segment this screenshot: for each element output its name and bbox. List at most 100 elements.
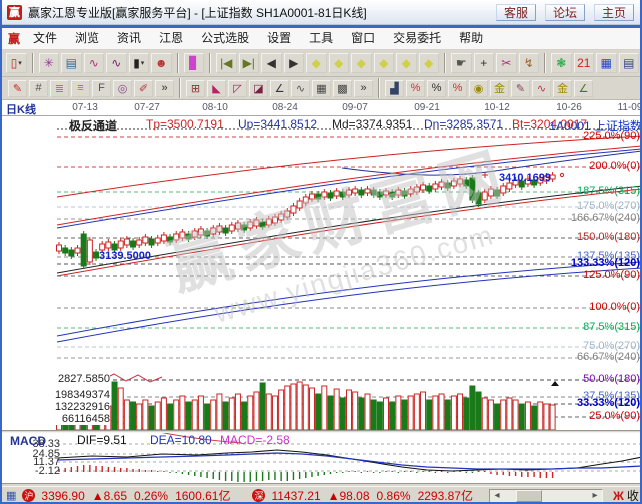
expand-both-icon[interactable]: ◆ bbox=[351, 53, 372, 73]
high-price-label: 3410.1699 bbox=[499, 172, 551, 184]
more-tools1-icon[interactable]: » bbox=[155, 79, 174, 97]
next-bar-icon[interactable]: ▶ bbox=[283, 53, 304, 73]
date-label: 09-21 bbox=[414, 102, 440, 113]
price-scale-label: 2827.5850 bbox=[10, 373, 110, 385]
percent-icon[interactable]: % bbox=[427, 79, 446, 97]
volume-scale-label: 198349374 bbox=[10, 389, 110, 401]
titlebar-button[interactable]: 论坛 bbox=[545, 3, 585, 21]
macd-pane-label: MACD bbox=[10, 434, 46, 448]
draw-pen-icon[interactable]: ✎ bbox=[8, 79, 27, 97]
gann-level-label: 200.0%(0) bbox=[589, 160, 640, 172]
gold-grid-icon[interactable]: ≣ bbox=[50, 79, 69, 97]
menu-item[interactable]: 工具 bbox=[309, 31, 334, 45]
gann-level-label: 33.33%(120) bbox=[577, 397, 640, 409]
menu-item[interactable]: 公式选股 bbox=[201, 31, 250, 45]
gann-level-label: 37.5%(135) bbox=[583, 390, 640, 402]
crosshair-icon[interactable]: + bbox=[473, 53, 494, 73]
spiral-icon[interactable]: ◎ bbox=[113, 79, 132, 97]
shrink-horiz-icon[interactable]: ◆ bbox=[306, 53, 327, 73]
titlebar-button[interactable]: 主页 bbox=[594, 3, 634, 21]
menu-logo-icon: 赢 bbox=[8, 32, 21, 46]
menu-item[interactable]: 文件 bbox=[33, 31, 58, 45]
gold-window-icon[interactable]: 金 bbox=[553, 79, 572, 97]
gold-circle-icon[interactable]: ◉ bbox=[469, 79, 488, 97]
gann-level-label: 187.5%(315) bbox=[577, 185, 640, 197]
macd-scale-label: 38.33 bbox=[32, 438, 60, 450]
volume-scale-label: 132232916 bbox=[10, 401, 110, 413]
horizontal-scrollbar[interactable]: ◂ ▸ bbox=[488, 488, 603, 502]
color-kline-icon[interactable]: ▊ bbox=[183, 53, 204, 73]
more-tools2-icon[interactable]: » bbox=[354, 79, 373, 97]
minute3-chart-icon[interactable]: ∿ bbox=[83, 53, 104, 73]
menu-item[interactable]: 窗口 bbox=[351, 31, 376, 45]
first-bar-icon[interactable]: |◀ bbox=[216, 53, 237, 73]
shrink-both-icon[interactable]: ◆ bbox=[373, 53, 394, 73]
gann-fan-icon[interactable]: ◣ bbox=[207, 79, 226, 97]
low-price-label: 3139.5000 bbox=[99, 250, 151, 262]
grid-box2-icon[interactable]: ▩ bbox=[333, 79, 352, 97]
analyst-icon[interactable]: ☻ bbox=[151, 53, 172, 73]
gann-level-label: 133.33%(120) bbox=[570, 257, 640, 269]
gann-level-label: 87.5%(315) bbox=[583, 321, 640, 333]
menu-item[interactable]: 资讯 bbox=[117, 31, 142, 45]
wave-tool-icon[interactable]: ∿ bbox=[291, 79, 310, 97]
angle-j-icon[interactable]: ∠ bbox=[574, 79, 593, 97]
minute9-chart-icon[interactable]: ∿ bbox=[106, 53, 127, 73]
gann-box-icon[interactable]: ⊞ bbox=[186, 79, 205, 97]
select-tool-icon[interactable]: ✂ bbox=[496, 53, 517, 73]
menu-item[interactable]: 江恩 bbox=[159, 31, 184, 45]
pane-divider-bottom bbox=[2, 483, 640, 486]
percent-lines-icon[interactable]: % bbox=[448, 79, 467, 97]
last-bar-icon[interactable]: ▶| bbox=[238, 53, 259, 73]
brain-icon[interactable]: ❃ bbox=[551, 53, 572, 73]
date-label: 10-26 bbox=[556, 102, 582, 113]
brush2-icon[interactable]: ✎ bbox=[511, 79, 530, 97]
dropdown-caret-icon: ▾ bbox=[140, 60, 145, 67]
titlebar-button[interactable]: 客服 bbox=[496, 3, 536, 21]
prev-bar-icon[interactable]: ◀ bbox=[261, 53, 282, 73]
dropdown-caret-icon: ▾ bbox=[18, 60, 22, 67]
info-card-icon[interactable]: ▤ bbox=[61, 53, 82, 73]
scrollbar-thumb[interactable] bbox=[515, 489, 542, 502]
stats-columns-icon[interactable]: ▟ bbox=[385, 79, 404, 97]
gann-level-label: 75.0%(270) bbox=[583, 340, 640, 352]
menu-item[interactable]: 浏览 bbox=[75, 31, 100, 45]
menu-item[interactable]: 帮助 bbox=[459, 31, 484, 45]
draw-person-icon[interactable]: ✐ bbox=[134, 79, 153, 97]
wave-window-icon[interactable]: ∿ bbox=[532, 79, 551, 97]
grid-box-icon[interactable]: ▦ bbox=[312, 79, 331, 97]
web-link-icon[interactable]: ✳ bbox=[38, 53, 59, 73]
grid-tool-icon[interactable]: # bbox=[29, 79, 48, 97]
fibonacci-icon[interactable]: F bbox=[92, 79, 111, 97]
expand-vert-icon[interactable]: ◆ bbox=[396, 53, 417, 73]
gold-grid2-icon[interactable]: ≡ bbox=[71, 79, 90, 97]
date-label: 11-09 bbox=[617, 102, 642, 113]
expand-horiz-icon[interactable]: ◆ bbox=[328, 53, 349, 73]
scroll-right-icon[interactable]: ▸ bbox=[592, 490, 598, 501]
full-range-icon[interactable]: ◆ bbox=[418, 53, 439, 73]
angle-line-icon[interactable]: ∠ bbox=[270, 79, 289, 97]
calendar-icon[interactable]: 21 bbox=[573, 53, 594, 73]
fan-box-icon[interactable]: ◸ bbox=[228, 79, 247, 97]
menu-item[interactable]: 交易委托 bbox=[393, 31, 442, 45]
percent-strike-icon[interactable]: % bbox=[406, 79, 425, 97]
toolbar-separator bbox=[176, 53, 179, 73]
notepad-icon[interactable]: ▤ bbox=[618, 53, 639, 73]
menu-item[interactable]: 设置 bbox=[267, 31, 292, 45]
measure-icon[interactable]: ↯ bbox=[518, 53, 539, 73]
menu-items: 文件 浏览 资讯 江恩 公式选股 设置 工具 窗口 交易委托 帮助 bbox=[24, 28, 492, 49]
drag-hand-icon[interactable]: ☛ bbox=[451, 53, 472, 73]
kline-period-icon[interactable]: ▯ ▾ bbox=[6, 53, 27, 73]
title-buttons: 客服 论坛 主页 bbox=[496, 3, 634, 21]
pane-divider[interactable] bbox=[2, 430, 640, 433]
candle-style-icon[interactable]: ▮ ▾ bbox=[128, 53, 149, 73]
fan-shade-icon[interactable]: ◪ bbox=[249, 79, 268, 97]
quote-table-icon[interactable]: ▦ bbox=[6, 490, 17, 502]
toolbar-separator bbox=[444, 53, 446, 73]
indicator-value: Dn=3285.3571 bbox=[424, 117, 504, 131]
scroll-left-icon[interactable]: ◂ bbox=[494, 490, 500, 501]
gold-lines-icon[interactable]: 金 bbox=[490, 79, 509, 97]
gann-level-label: 100.0%(0) bbox=[589, 301, 640, 313]
calculator-icon[interactable]: ▦ bbox=[596, 53, 617, 73]
